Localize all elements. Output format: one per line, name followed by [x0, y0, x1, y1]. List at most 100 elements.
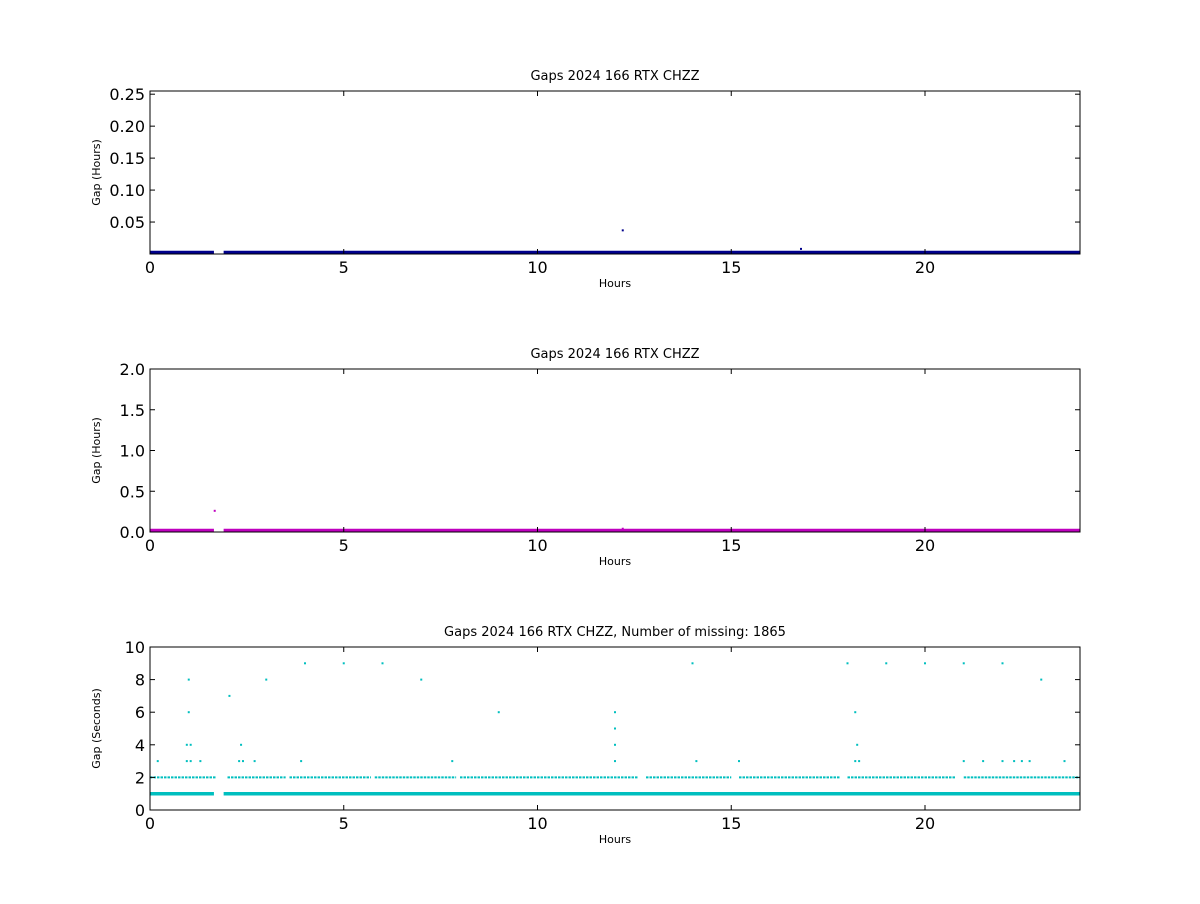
y-tick-label: 2.0	[120, 360, 145, 379]
data-point	[1001, 662, 1004, 665]
data-point	[189, 760, 192, 763]
y-tick-label: 8	[135, 671, 145, 690]
x-tick-label: 20	[915, 258, 935, 277]
data-point	[924, 662, 926, 665]
x-axis-label: Hours	[599, 555, 631, 568]
data-point	[962, 760, 965, 763]
data-point	[187, 678, 190, 681]
axes-frame	[149, 90, 1081, 255]
data-point	[695, 760, 698, 763]
data-point	[1040, 678, 1043, 681]
series-points	[213, 509, 624, 530]
data-point	[800, 247, 802, 250]
x-tick-label: 15	[721, 536, 741, 555]
chart-panel-2: Gaps 2024 166 RTX CHZZ Hours Gap (Hours) 0 5…	[90, 347, 1081, 568]
data-point	[497, 711, 500, 714]
y-tick-label: 0	[135, 801, 145, 820]
data-point	[300, 760, 303, 763]
x-tick-label: 20	[915, 814, 935, 833]
data-point	[1028, 760, 1031, 763]
data-point	[420, 678, 423, 681]
y-tick-label: 1.5	[120, 401, 145, 420]
x-tick-label: 15	[721, 258, 741, 277]
data-point	[858, 760, 861, 763]
data-point	[621, 527, 624, 530]
y-tick-label: 0.0	[120, 523, 145, 542]
data-point	[304, 662, 306, 665]
data-point	[189, 743, 192, 746]
data-point	[156, 760, 159, 763]
data-point	[738, 760, 740, 763]
data-point	[213, 509, 216, 512]
data-point	[185, 760, 188, 763]
data-point	[451, 760, 454, 763]
y-tick-label: 6	[135, 703, 145, 722]
axes-frame	[149, 646, 1081, 811]
x-tick-label: 5	[339, 258, 349, 277]
data-point	[242, 760, 244, 763]
y-axis-label: Gap (Hours)	[90, 417, 103, 484]
data-point	[1013, 760, 1016, 763]
x-tick-label: 0	[145, 814, 155, 833]
x-tick-label: 10	[527, 258, 547, 277]
data-point	[621, 229, 624, 232]
x-tick-label: 0	[145, 536, 155, 555]
chart-title: Gaps 2024 166 RTX CHZZ	[530, 69, 699, 84]
y-tick-label: 0.5	[120, 482, 145, 501]
data-point	[846, 662, 849, 665]
series-points	[156, 662, 1066, 763]
data-point	[962, 662, 965, 665]
chart-title: Gaps 2024 166 RTX CHZZ, Number of missin…	[444, 625, 786, 640]
chart-title: Gaps 2024 166 RTX CHZZ	[530, 347, 699, 362]
series-points	[621, 229, 802, 250]
y-tick-label: 10	[125, 638, 145, 657]
x-axis-label: Hours	[599, 277, 631, 290]
data-point	[187, 711, 190, 714]
data-point	[228, 694, 231, 697]
data-point	[982, 760, 985, 763]
y-tick-label: 0.15	[109, 149, 145, 168]
data-point	[854, 760, 857, 763]
data-point	[1020, 760, 1023, 763]
data-point	[1063, 760, 1066, 763]
y-axis-label: Gap (Seconds)	[90, 688, 103, 769]
data-point	[240, 743, 243, 746]
axes-frame	[149, 368, 1081, 533]
data-point	[614, 711, 616, 714]
y-tick-label: 0.25	[109, 85, 145, 104]
x-tick-label: 0	[145, 258, 155, 277]
x-tick-label: 10	[527, 536, 547, 555]
data-point	[342, 662, 345, 665]
y-tick-label: 0.05	[109, 213, 145, 232]
data-point	[1001, 760, 1004, 763]
y-tick-label: 4	[135, 736, 145, 755]
x-tick-label: 5	[339, 814, 349, 833]
x-tick-label: 5	[339, 536, 349, 555]
x-tick-label: 10	[527, 814, 547, 833]
chart-panel-3: Gaps 2024 166 RTX CHZZ, Number of missin…	[90, 625, 1081, 846]
y-axis-label: Gap (Hours)	[90, 139, 103, 206]
data-point	[885, 662, 888, 665]
y-tick-label: 0.10	[109, 181, 145, 200]
data-point	[614, 727, 616, 730]
data-point	[614, 743, 616, 746]
data-point	[185, 743, 188, 746]
x-tick-label: 20	[915, 536, 935, 555]
y-tick-label: 0.20	[109, 117, 145, 136]
data-point	[856, 743, 859, 746]
data-point	[614, 760, 616, 763]
data-point	[691, 662, 694, 665]
x-axis-label: Hours	[599, 833, 631, 846]
data-point	[381, 662, 384, 665]
data-point	[265, 678, 268, 681]
data-point	[199, 760, 202, 763]
data-point	[253, 760, 256, 763]
x-tick-label: 15	[721, 814, 741, 833]
chart-panel-1: Gaps 2024 166 RTX CHZZ Hours Gap (Hours) 0 5…	[90, 69, 1081, 290]
y-tick-label: 1.0	[120, 442, 145, 461]
data-point	[854, 711, 857, 714]
y-tick-label: 2	[135, 768, 145, 787]
data-point	[238, 760, 241, 763]
